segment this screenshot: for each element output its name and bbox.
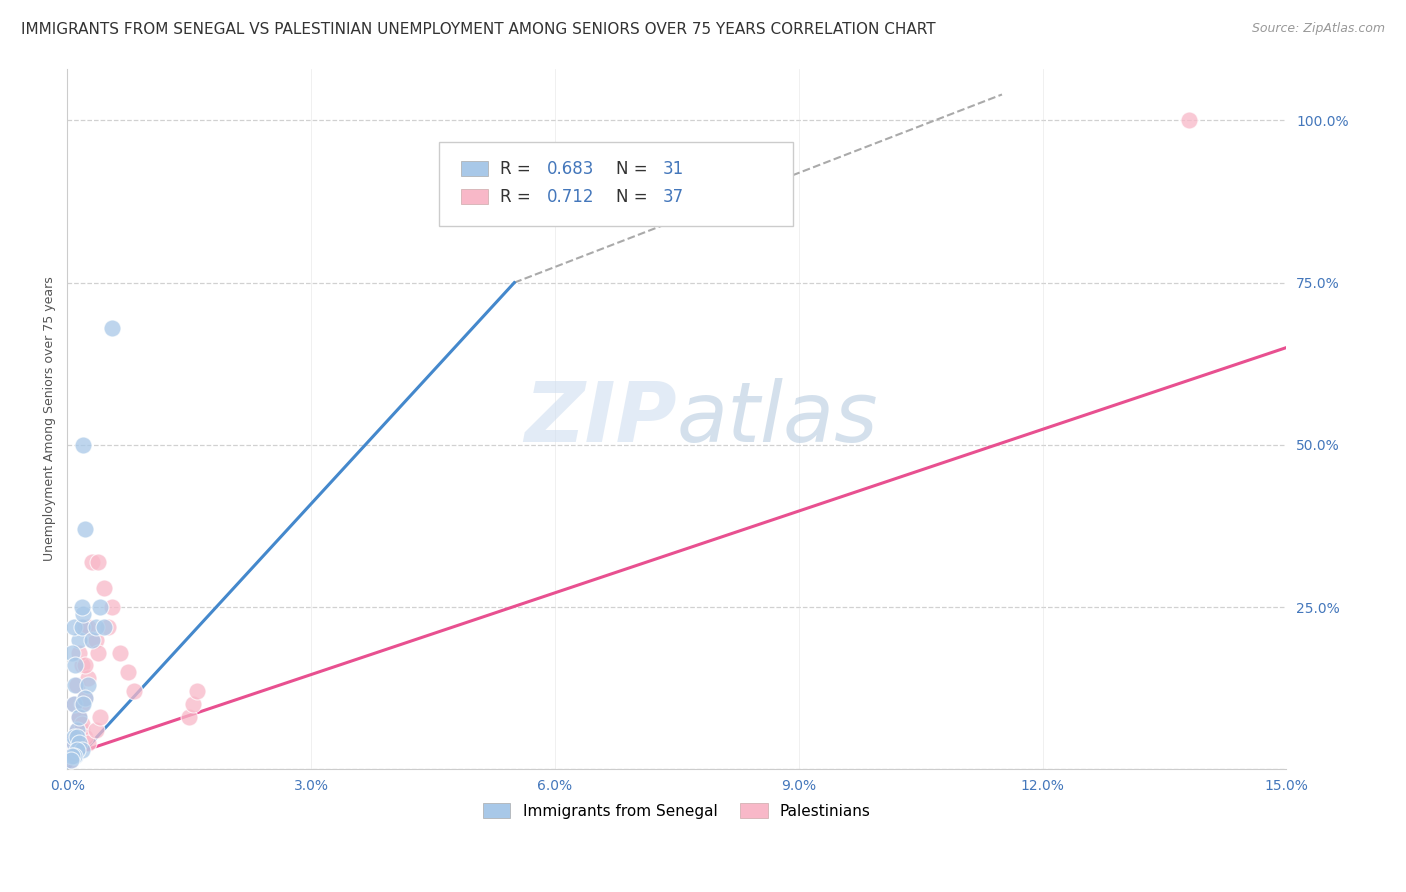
Point xyxy=(62,619,84,633)
Point xyxy=(66,723,89,738)
Point xyxy=(67,632,90,647)
Point xyxy=(62,698,84,712)
Point xyxy=(67,736,90,750)
Point xyxy=(60,753,83,767)
Point xyxy=(84,723,107,738)
Point xyxy=(75,522,97,536)
Point xyxy=(80,555,103,569)
Point xyxy=(76,736,98,750)
Legend: Immigrants from Senegal, Palestinians: Immigrants from Senegal, Palestinians xyxy=(477,797,877,825)
Point xyxy=(65,658,87,673)
Point xyxy=(70,717,93,731)
Point xyxy=(72,438,94,452)
Point xyxy=(70,698,93,712)
Point xyxy=(62,698,84,712)
Text: 31: 31 xyxy=(662,160,683,178)
Point xyxy=(89,600,111,615)
Point xyxy=(75,690,97,705)
Text: 0.683: 0.683 xyxy=(547,160,593,178)
Point xyxy=(66,723,89,738)
Point xyxy=(122,684,145,698)
Point xyxy=(1178,113,1201,128)
Point xyxy=(66,678,89,692)
Point xyxy=(62,736,84,750)
Point xyxy=(75,730,97,744)
Text: R =: R = xyxy=(501,187,536,206)
Point xyxy=(75,690,97,705)
Text: 0.712: 0.712 xyxy=(547,187,593,206)
Point xyxy=(108,646,131,660)
Point xyxy=(70,600,93,615)
Point xyxy=(60,646,83,660)
Point xyxy=(60,753,83,767)
Point xyxy=(76,619,98,633)
FancyBboxPatch shape xyxy=(461,161,488,177)
Text: ZIP: ZIP xyxy=(524,378,676,459)
Point xyxy=(72,607,94,621)
Text: N =: N = xyxy=(616,187,652,206)
Point xyxy=(70,743,93,757)
Point xyxy=(186,684,208,698)
Point xyxy=(93,581,115,595)
Point xyxy=(75,619,97,633)
Point xyxy=(60,749,83,764)
Point xyxy=(179,710,201,724)
Point xyxy=(65,749,87,764)
Point xyxy=(87,555,110,569)
Point xyxy=(97,619,120,633)
Point xyxy=(70,658,93,673)
Point xyxy=(181,698,204,712)
Point xyxy=(87,646,110,660)
Point xyxy=(76,678,98,692)
Point xyxy=(67,646,90,660)
Point xyxy=(66,743,89,757)
FancyBboxPatch shape xyxy=(461,189,488,204)
Point xyxy=(80,632,103,647)
Text: N =: N = xyxy=(616,160,652,178)
Point xyxy=(70,723,93,738)
FancyBboxPatch shape xyxy=(439,142,793,227)
Text: IMMIGRANTS FROM SENEGAL VS PALESTINIAN UNEMPLOYMENT AMONG SENIORS OVER 75 YEARS : IMMIGRANTS FROM SENEGAL VS PALESTINIAN U… xyxy=(21,22,936,37)
Point xyxy=(93,619,115,633)
Point xyxy=(60,736,83,750)
Point xyxy=(67,710,90,724)
Point xyxy=(65,678,87,692)
Point xyxy=(84,619,107,633)
Point xyxy=(62,730,84,744)
Text: 37: 37 xyxy=(662,187,683,206)
Point xyxy=(101,600,124,615)
Point xyxy=(62,746,84,760)
Point xyxy=(89,710,111,724)
Point xyxy=(62,749,84,764)
Text: Source: ZipAtlas.com: Source: ZipAtlas.com xyxy=(1251,22,1385,36)
Point xyxy=(72,698,94,712)
Text: R =: R = xyxy=(501,160,536,178)
Point xyxy=(101,321,124,335)
Point xyxy=(67,710,90,724)
Point xyxy=(76,672,98,686)
Point xyxy=(117,665,139,679)
Text: atlas: atlas xyxy=(676,378,879,459)
Point xyxy=(80,632,103,647)
Point xyxy=(84,632,107,647)
Point xyxy=(67,710,90,724)
Point xyxy=(75,658,97,673)
Y-axis label: Unemployment Among Seniors over 75 years: Unemployment Among Seniors over 75 years xyxy=(44,277,56,561)
Point xyxy=(66,730,89,744)
Point xyxy=(70,619,93,633)
Point xyxy=(66,730,89,744)
